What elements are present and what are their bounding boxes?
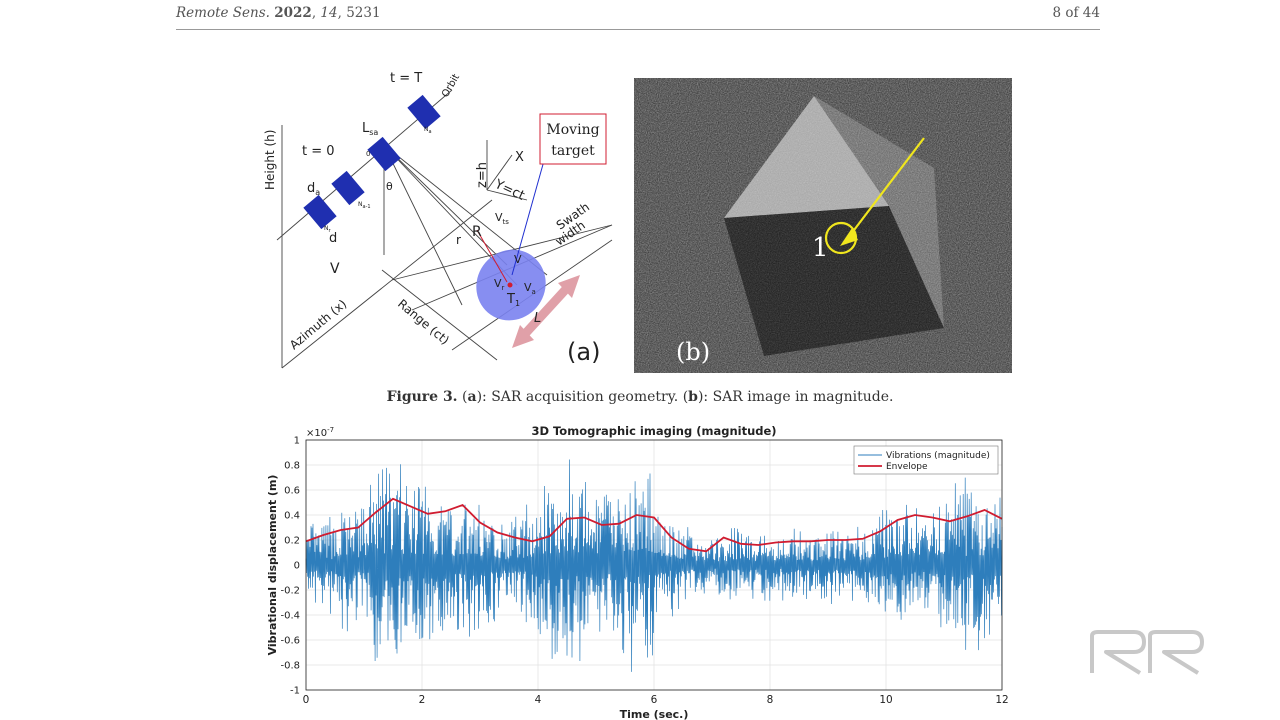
label-range: Range (ct) (395, 297, 452, 348)
sar-geometry-diagram: Moving target t = T Orbit t = 0 Height (… (263, 71, 613, 369)
label-d: d (329, 231, 337, 246)
y-tick-label: 0.4 (284, 511, 300, 522)
y-tick-label: -0.8 (280, 661, 300, 672)
label-va: Va (524, 281, 536, 296)
y-tick-label: -1 (290, 686, 300, 697)
caption-segment: ): SAR image in magnitude. (697, 389, 894, 405)
moving-target-line2: target (551, 143, 595, 159)
target-marker-label: 1 (812, 233, 829, 263)
label-zero: 0 (366, 150, 370, 158)
label-t-top: t = T (390, 71, 422, 86)
envelope-series (305, 497, 1003, 553)
label-orbit: Orbit (440, 72, 462, 99)
x-tick-label: 2 (419, 694, 426, 706)
label-Nr: Nr (324, 225, 332, 234)
panel-b-label: (b) (676, 338, 710, 366)
legend-box (853, 445, 999, 475)
panel-a-label: (a) (567, 338, 600, 366)
y-tick-label: -0.6 (280, 636, 300, 647)
journal-year: 2022 (274, 5, 312, 21)
x-tick-label: 6 (651, 694, 658, 706)
label-X: X (515, 150, 524, 165)
x-tick-label: 0 (303, 694, 310, 706)
vibrations-series (305, 459, 1003, 672)
label-azimuth: Azimuth (x) (287, 297, 349, 353)
label-vr: Vr (494, 277, 505, 292)
y-tick-label: -0.4 (280, 611, 300, 622)
plot-frame (305, 439, 1003, 691)
y-tick-label: 0 (294, 561, 300, 572)
x-tick-label: 12 (995, 694, 1008, 706)
x-tick-label: 10 (879, 694, 892, 706)
caption-segment: b (688, 389, 698, 405)
y-tick-label: 0.6 (284, 486, 300, 497)
legend-label: Vibrations (magnitude) (886, 451, 990, 461)
moving-target-line1: Moving (546, 122, 599, 138)
chart-legend: Vibrations (magnitude)Envelope (853, 445, 999, 475)
label-v: V (330, 261, 340, 277)
journal-volume: 14 (320, 5, 338, 21)
label-lsa: Lsa (362, 121, 378, 137)
caption-text: (a): SAR acquisition geometry. (b): SAR … (457, 389, 894, 405)
label-Na1: Na-1 (358, 201, 371, 210)
y-tick-label: 0.8 (284, 461, 300, 472)
chart-y-exponent: ×10-7 (306, 426, 334, 439)
chart-title: 3D Tomographic imaging (magnitude) (531, 424, 776, 438)
label-L: L (534, 311, 541, 326)
article-number: , 5231 (337, 5, 381, 21)
legend-label: Envelope (886, 462, 928, 472)
label-vts: Vts (495, 211, 509, 226)
label-vv: V (514, 253, 522, 266)
rr-logo (1090, 630, 1204, 675)
caption-prefix: Figure 3. (386, 389, 458, 405)
label-da: da (307, 181, 320, 197)
caption-segment: a (467, 389, 477, 405)
x-tick-label: 4 (535, 694, 542, 706)
label-R: R (472, 224, 482, 240)
sar-magnitude-image: 1 (b) (634, 78, 1012, 373)
satellite-array (303, 94, 441, 230)
header-rule (176, 29, 1100, 30)
page-number: 8 of 44 (1052, 5, 1100, 21)
label-height: Height (h) (263, 130, 277, 190)
y-tick-label: 0.2 (284, 536, 300, 547)
label-r: r (456, 233, 461, 247)
y-tick-label: 1 (294, 436, 300, 447)
chart-ylabel: Vibrational displacement (m) (266, 475, 279, 656)
figure-caption: Figure 3. (a): SAR acquisition geometry.… (0, 389, 1280, 405)
vibrations-line (305, 459, 1003, 672)
tomographic-chart: 0 2 4 6 8 10 12 -1 -0.8 -0.6 -0.4 -0.2 0 0.2 0.4 0.6 0.8… (266, 424, 1009, 720)
l-arrow (512, 275, 580, 348)
envelope-line (305, 497, 1003, 553)
y-tick-label: -0.2 (280, 586, 300, 597)
chart-xlabel: Time (sec.) (620, 708, 689, 720)
label-theta: θ (386, 180, 393, 193)
label-t-zero: t = 0 (302, 144, 335, 159)
chart-ticks: 0 2 4 6 8 10 12 -1 -0.8 -0.6 -0.4 -0.2 0 0.2 0.4 0.6 0.8… (280, 436, 1008, 707)
journal-name: Remote Sens. (176, 5, 270, 21)
x-tick-label: 8 (767, 694, 774, 706)
moving-target-box (539, 113, 607, 165)
sar-image-panel: 1 (b) (634, 78, 1012, 373)
label-z: z=h (475, 162, 490, 188)
caption-segment: ): SAR acquisition geometry. ( (476, 389, 689, 405)
caption-segment: ( (457, 389, 468, 405)
journal-citation: Remote Sens. 2022, 14, 5231 (176, 5, 381, 21)
label-Y: Y=ct (491, 177, 526, 204)
label-T1: T1 (506, 292, 520, 308)
label-Na: Na (424, 126, 432, 135)
